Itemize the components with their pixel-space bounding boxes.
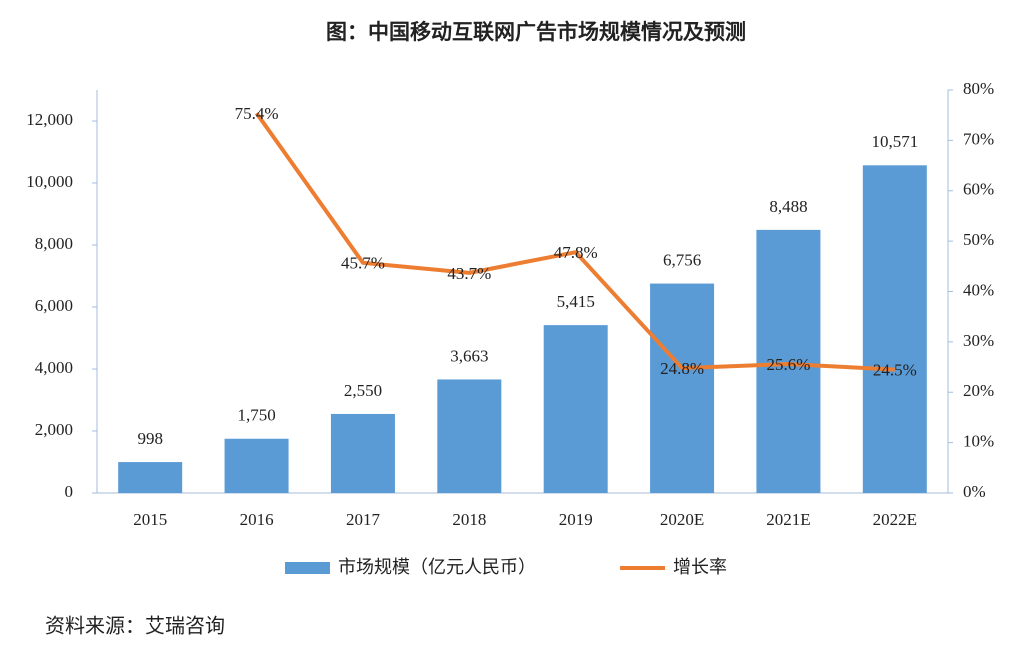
line-label: 47.8% [554,243,598,262]
y-tick-label: 6,000 [35,296,73,315]
chart-title: 图：中国移动互联网广告市场规模情况及预测 [326,20,746,44]
x-tick-label: 2018 [452,510,486,529]
bar [437,379,502,493]
bar-label: 10,571 [871,132,918,151]
x-tick-label: 2017 [346,510,381,529]
y2-tick-label: 80% [963,79,994,98]
y-tick-label: 10,000 [26,172,73,191]
y2-tick-label: 60% [963,180,994,199]
line-label: 75.4% [235,104,279,123]
line-label: 24.5% [873,360,917,379]
x-tick-label: 2020E [660,510,704,529]
x-tick-label: 2015 [133,510,167,529]
bar-label: 6,756 [663,250,701,269]
line-label: 25.6% [766,355,810,374]
bar [118,462,183,493]
x-tick-label: 2016 [240,510,274,529]
y-tick-label: 4,000 [35,358,73,377]
line-label: 24.8% [660,359,704,378]
bar [543,325,608,493]
legend-label: 市场规模（亿元人民币） [338,557,536,578]
y-tick-label: 0 [65,482,74,501]
legend-label: 增长率 [673,557,727,578]
line-label: 45.7% [341,254,385,273]
bar-label: 1,750 [237,406,275,425]
y-tick-label: 2,000 [35,420,73,439]
y2-tick-label: 70% [963,129,994,148]
bar-label: 3,663 [450,346,488,365]
y-tick-label: 8,000 [35,234,73,253]
bar-label: 5,415 [557,292,595,311]
bar [650,283,715,493]
x-tick-label: 2022E [873,510,917,529]
x-tick-label: 2021E [766,510,810,529]
bar-label: 2,550 [344,381,382,400]
line [254,112,895,372]
y2-tick-label: 0% [963,482,986,501]
bar-label: 998 [137,429,163,448]
y2-tick-label: 50% [963,230,994,249]
line-label: 43.7% [447,264,491,283]
bar [756,229,821,493]
y2-tick-label: 20% [963,381,994,400]
y2-tick-label: 30% [963,331,994,350]
x-tick-label: 2019 [559,510,593,529]
y2-tick-label: 10% [963,432,994,451]
bar [862,165,927,493]
bar-label: 8,488 [769,197,807,216]
bar [330,413,395,493]
bar [224,438,289,493]
source: 资料来源：艾瑞咨询 [45,614,225,638]
legend-swatch [285,562,330,574]
y-tick-label: 12,000 [26,110,73,129]
y2-tick-label: 40% [963,280,994,299]
